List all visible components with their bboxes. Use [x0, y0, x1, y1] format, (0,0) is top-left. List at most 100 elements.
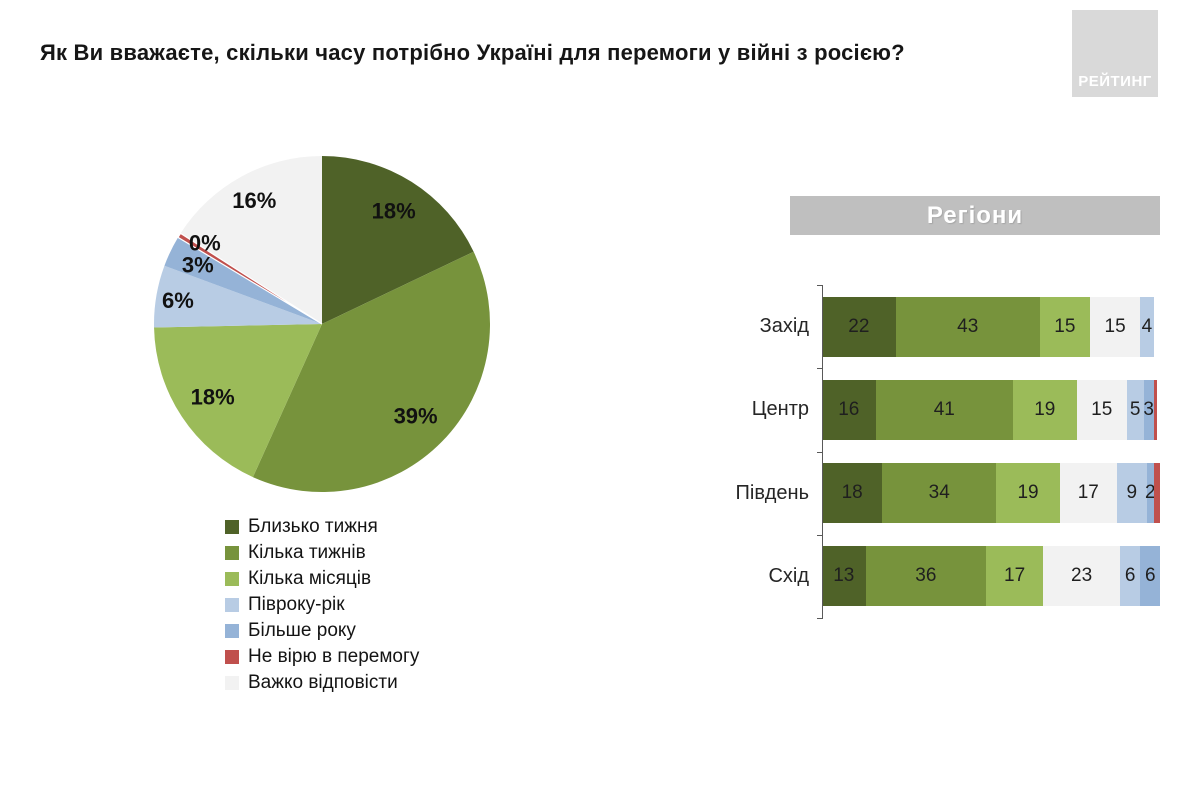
bar-segment: 23: [1043, 546, 1121, 607]
bar-row-label: Схід: [768, 564, 809, 587]
legend-label: Кілька тижнів: [248, 542, 366, 563]
legend-label: Кілька місяців: [248, 568, 372, 589]
bar-segment-value: 13: [833, 565, 855, 587]
bar-segment-value: 6: [1124, 565, 1136, 587]
bar-segment-value: 9: [1126, 482, 1138, 504]
pie-slice: [177, 232, 323, 325]
legend-item: Важко відповісти: [225, 670, 419, 696]
pie-slice: [164, 237, 322, 324]
legend-item: Кілька тижнів: [225, 540, 419, 566]
bar-segment-value: 19: [1034, 398, 1056, 420]
bar-segment-value: 17: [1077, 482, 1099, 504]
bar-segment: 43: [895, 296, 1040, 357]
bar-segment-value: 22: [848, 315, 870, 337]
pie-slice: [154, 324, 322, 478]
legend-label: Півроку-рік: [248, 594, 345, 615]
axis-tick: [817, 618, 823, 619]
bar-segment: 5: [1126, 379, 1144, 440]
bar-segment-value: 15: [1091, 398, 1113, 420]
pie-slice-label: 0%: [189, 230, 221, 255]
bar-segment: 36: [865, 546, 987, 607]
regions-header: Регіони: [790, 196, 1160, 235]
legend-item: Півроку-рік: [225, 592, 419, 618]
bar-segment: 13: [822, 546, 866, 607]
bar-strip: 13 36 17 23 6 6: [822, 546, 1161, 607]
bar-row: Південь 18 34 19 17 9 2: [730, 452, 1186, 535]
legend-label: Близько тижня: [248, 516, 378, 537]
legend-color-swatch: [225, 650, 239, 664]
bar-segment: 34: [882, 463, 997, 524]
pie-slice-label: 18%: [191, 384, 235, 409]
legend-item: Близько тижня: [225, 514, 419, 540]
bar-row: Захід 22 43 15 15 4: [730, 285, 1186, 368]
pie-slice-label: 6%: [162, 288, 194, 313]
bar-segment-value: 3: [1143, 398, 1154, 420]
legend-color-swatch: [225, 624, 239, 638]
bar-segment-value: 15: [1104, 315, 1126, 337]
pie-slice-label: 16%: [232, 188, 276, 213]
pie-slice-label: 18%: [372, 198, 416, 223]
bar-strip: 22 43 15 15 4: [822, 296, 1154, 357]
axis-tick: [817, 285, 823, 286]
bar-segment: 17: [1059, 463, 1117, 524]
bar-segment-value: 41: [933, 398, 955, 420]
pie-chart: 18% 39% 18% 6% 3%0% 16%: [154, 156, 491, 493]
pie-slice: [252, 251, 491, 493]
bar-segment: 22: [822, 296, 896, 357]
bar-segment-value: 5: [1129, 398, 1141, 420]
bar-segment: [1153, 379, 1158, 440]
bar-segment-value: 16: [838, 398, 860, 420]
axis-tick: [817, 451, 823, 453]
page-title: Як Ви вважаєте, скільки часу потрібно Ук…: [40, 40, 905, 65]
bar-segment: 16: [822, 379, 876, 440]
legend-label: Більше року: [248, 620, 356, 641]
regions-bar-chart: Захід 22 43 15 15 4 Центр 16 41 19 15 5 3 Південь 18 34…: [730, 285, 1186, 619]
bar-strip: 16 41 19 15 5 3: [822, 379, 1158, 440]
bar-segment: 3: [1143, 379, 1154, 440]
bar-segment: 9: [1116, 463, 1147, 524]
legend-item: Кілька місяців: [225, 566, 419, 592]
bar-segment-value: 23: [1071, 565, 1093, 587]
legend-label: Не вірю в перемогу: [248, 646, 420, 667]
bar-segment: 41: [875, 379, 1013, 440]
bar-row: Центр 16 41 19 15 5 3: [730, 368, 1186, 451]
bar-row-label: Південь: [735, 481, 809, 504]
bar-segment: 6: [1120, 546, 1141, 607]
pie-legend: Близько тижня Кілька тижнів Кілька місяців…: [225, 514, 419, 696]
bar-segment-value: 34: [928, 482, 950, 504]
rating-logo: РЕЙТИНГ: [1072, 10, 1158, 97]
pie-slice: [154, 265, 322, 328]
bar-segment-value: 17: [1004, 565, 1026, 587]
bar-rows: Захід 22 43 15 15 4 Центр 16 41 19 15 5 3 Південь 18 34…: [730, 285, 1186, 618]
bar-segment-value: 19: [1017, 482, 1039, 504]
bar-segment: 15: [1039, 296, 1090, 357]
legend-color-swatch: [225, 572, 239, 586]
bar-row-label: Центр: [751, 398, 809, 421]
legend-color-swatch: [225, 546, 239, 560]
rating-logo-text: РЕЙТИНГ: [1078, 73, 1152, 90]
pie-slice-label: 39%: [394, 404, 438, 429]
bar-row-label: Захід: [759, 315, 809, 338]
bar-segment-value: 43: [957, 315, 979, 337]
bar-segment: 4: [1140, 296, 1154, 357]
bar-segment: [1153, 463, 1161, 524]
pie-slice: [322, 156, 474, 324]
bar-segment: 15: [1076, 379, 1127, 440]
bar-segment-value: 15: [1054, 315, 1076, 337]
bar-segment-value: 4: [1141, 315, 1153, 337]
legend-color-swatch: [225, 520, 239, 534]
legend-item: Більше року: [225, 618, 419, 644]
legend-label: Важко відповісти: [248, 672, 398, 693]
bar-segment: 19: [996, 463, 1060, 524]
bar-segment: 17: [986, 546, 1044, 607]
bar-segment: 15: [1089, 296, 1141, 357]
bar-segment: 18: [822, 463, 883, 524]
bar-segment: 2: [1145, 463, 1156, 524]
legend-color-swatch: [225, 676, 239, 690]
bar-segment: 19: [1012, 379, 1077, 440]
bar-segment-value: 6: [1144, 565, 1156, 587]
bar-segment-value: 18: [841, 482, 863, 504]
bar-row: Схід 13 36 17 23 6 6: [730, 535, 1186, 618]
axis-tick: [817, 368, 823, 370]
